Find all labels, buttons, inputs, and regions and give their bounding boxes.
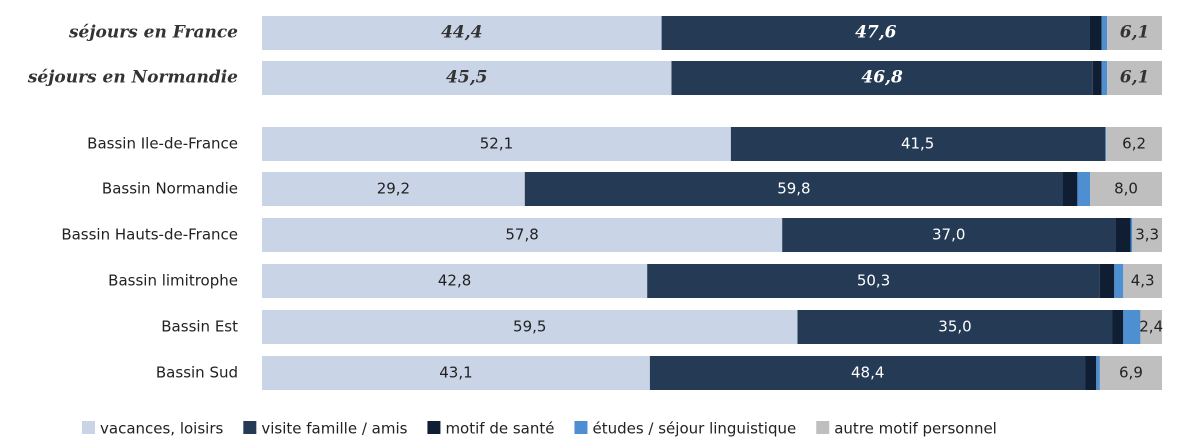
category-label: Bassin Ile-de-France — [87, 135, 238, 153]
bar-segment — [1112, 310, 1124, 344]
legend-label: visite famille / amis — [261, 420, 407, 437]
value-label: 45,5 — [446, 68, 487, 88]
category-label: Bassin Hauts-de-France — [61, 226, 238, 244]
bar-segment — [1090, 16, 1102, 50]
bar-segment — [262, 356, 650, 390]
legend-swatch — [574, 421, 588, 434]
bar-segment — [1107, 61, 1162, 95]
value-label: 35,0 — [938, 318, 971, 336]
bar-segment — [730, 127, 1105, 161]
value-label: 46,8 — [861, 68, 903, 88]
value-label: 43,1 — [439, 364, 472, 382]
value-label: 59,5 — [513, 318, 546, 336]
value-label: 37,0 — [932, 226, 965, 244]
bar-segment — [262, 61, 672, 95]
bar-segment — [647, 264, 1100, 298]
bar-segment — [262, 172, 525, 206]
bar-segment — [1140, 310, 1162, 344]
bar-segment — [1123, 264, 1162, 298]
value-label: 4,3 — [1131, 272, 1155, 290]
value-label: 6,1 — [1120, 23, 1150, 43]
legend-label: motif de santé — [445, 420, 554, 437]
bar-segment — [262, 310, 798, 344]
bar-segment — [1104, 127, 1106, 161]
value-label: 3,3 — [1135, 226, 1159, 244]
value-label: 8,0 — [1114, 180, 1138, 198]
legend-label: vacances, loisirs — [100, 420, 224, 437]
legend-swatch — [816, 421, 830, 434]
bar-segment — [1063, 172, 1078, 206]
value-label: 48,4 — [851, 364, 884, 382]
legend-label: études / séjour linguistique — [592, 420, 796, 437]
bar-segment — [262, 16, 662, 50]
bar-segment — [262, 218, 783, 252]
bar-segment — [1101, 16, 1108, 50]
bar-segment — [649, 356, 1086, 390]
bar-segment — [1123, 310, 1141, 344]
value-label: 6,2 — [1122, 135, 1146, 153]
legend-swatch — [243, 421, 257, 434]
bar-segment — [1132, 218, 1162, 252]
bar-segment — [1101, 61, 1108, 95]
category-label: Bassin Sud — [156, 364, 238, 382]
bar-segment — [1115, 218, 1131, 252]
value-label: 6,1 — [1120, 68, 1150, 88]
bar-segment — [1106, 127, 1162, 161]
legend-swatch — [82, 421, 95, 434]
bar-segment — [1099, 356, 1162, 390]
value-label: 59,8 — [777, 180, 810, 198]
value-label: 42,8 — [438, 272, 471, 290]
value-label: 41,5 — [901, 135, 934, 153]
value-label: 2,4 — [1139, 318, 1163, 336]
bar-segment — [671, 61, 1093, 95]
bar-segment — [1099, 264, 1115, 298]
bar-segment — [1092, 61, 1102, 95]
value-label: 57,8 — [505, 226, 538, 244]
bar-segment — [1077, 172, 1090, 206]
bar-segment — [262, 264, 648, 298]
bar-segment — [262, 127, 731, 161]
value-label: 47,6 — [855, 23, 897, 43]
category-label: séjours en Normandie — [27, 68, 238, 88]
category-label: Bassin Normandie — [102, 180, 238, 198]
category-label: Bassin limitrophe — [108, 272, 238, 290]
bar-segment — [782, 218, 1116, 252]
bar-segment — [1096, 356, 1100, 390]
bar-segment — [797, 310, 1113, 344]
value-label: 44,4 — [441, 23, 482, 43]
value-label: 6,9 — [1119, 364, 1143, 382]
bar-segment — [1090, 172, 1162, 206]
value-label: 29,2 — [377, 180, 410, 198]
bar-segment — [1085, 356, 1097, 390]
bar-segment — [1107, 16, 1162, 50]
legend-label: autre motif personnel — [834, 420, 997, 437]
category-label: séjours en France — [68, 23, 238, 43]
value-label: 52,1 — [480, 135, 513, 153]
category-label: Bassin Est — [161, 318, 238, 336]
bar-segment — [1130, 218, 1133, 252]
bar-segment — [524, 172, 1063, 206]
value-label: 50,3 — [857, 272, 890, 290]
legend-swatch — [427, 421, 441, 434]
bar-segment — [661, 16, 1090, 50]
bar-segment — [1105, 127, 1107, 161]
bar-segment — [1114, 264, 1124, 298]
